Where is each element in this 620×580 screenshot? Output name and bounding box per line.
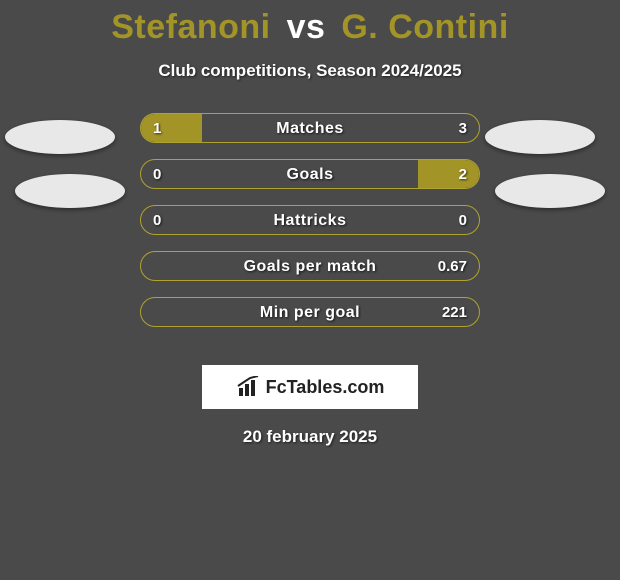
stat-label: Goals per match — [141, 252, 479, 281]
stat-bar: 13Matches — [140, 113, 480, 143]
fctables-logo: FcTables.com — [202, 365, 418, 409]
logo-text: FcTables.com — [266, 377, 385, 398]
player-token-left — [15, 174, 125, 208]
stat-row: 00Hattricks — [0, 205, 620, 251]
stat-bar: 02Goals — [140, 159, 480, 189]
stat-label: Min per goal — [141, 298, 479, 327]
player2-name: G. Contini — [341, 8, 508, 46]
stat-label: Hattricks — [141, 206, 479, 235]
player-token-left — [5, 120, 115, 154]
subtitle: Club competitions, Season 2024/2025 — [0, 61, 620, 81]
vs-label: vs — [287, 8, 326, 46]
stat-row: 0.67Goals per match — [0, 251, 620, 297]
player1-name: Stefanoni — [111, 8, 270, 46]
stat-bar: 221Min per goal — [140, 297, 480, 327]
comparison-title: Stefanoni vs G. Contini — [0, 0, 620, 47]
stat-row: 221Min per goal — [0, 297, 620, 343]
player-token-right — [495, 174, 605, 208]
stat-bar: 00Hattricks — [140, 205, 480, 235]
stat-bar: 0.67Goals per match — [140, 251, 480, 281]
chart-icon — [236, 376, 262, 398]
stat-label: Goals — [141, 160, 479, 189]
stat-label: Matches — [141, 114, 479, 143]
player-token-right — [485, 120, 595, 154]
date-label: 20 february 2025 — [0, 427, 620, 447]
